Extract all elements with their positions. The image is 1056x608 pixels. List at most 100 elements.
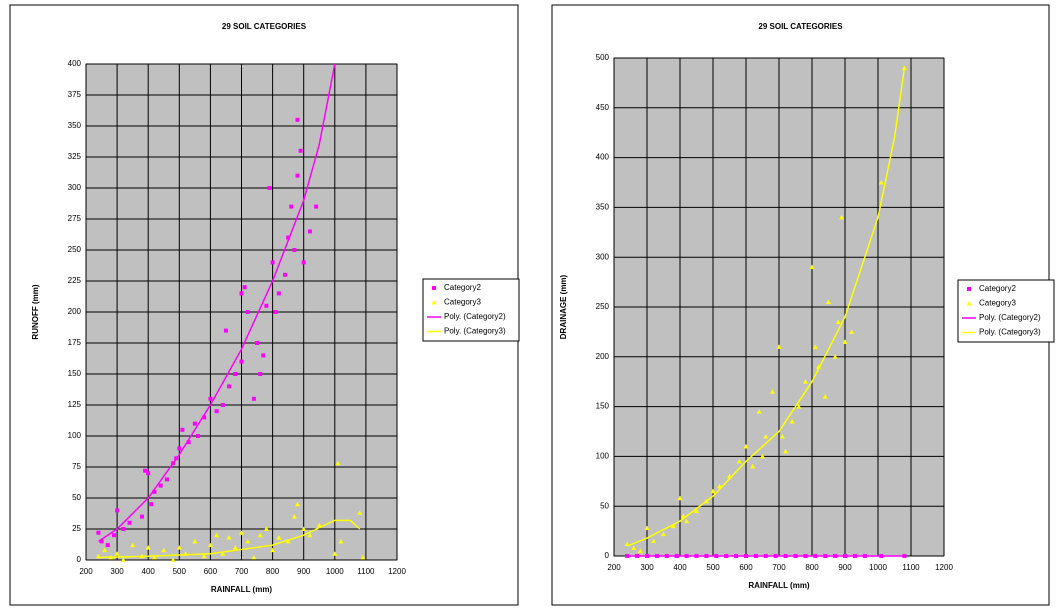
data-point <box>255 341 260 345</box>
data-point <box>637 548 643 554</box>
data-point <box>338 538 344 544</box>
x-tick-label: 1200 <box>388 567 406 576</box>
y-tick-label: 0 <box>77 555 82 564</box>
y-tick-label: 375 <box>68 90 82 99</box>
data-point <box>170 557 176 562</box>
y-tick-label: 150 <box>596 402 610 411</box>
y-tick-label: 325 <box>68 152 82 161</box>
data-point <box>316 522 322 528</box>
data-point <box>207 542 213 548</box>
trend-line <box>626 67 906 547</box>
x-tick-label: 500 <box>173 567 187 576</box>
data-point <box>202 415 207 420</box>
data-point <box>120 557 126 562</box>
data-point <box>301 526 307 531</box>
data-point <box>127 520 132 525</box>
data-point <box>242 285 247 290</box>
legend-label: Category2 <box>444 283 481 292</box>
data-point <box>152 489 157 494</box>
legend-swatch <box>966 301 972 306</box>
data-point <box>661 531 666 537</box>
data-point <box>227 384 232 389</box>
legend-swatch <box>432 286 436 290</box>
data-point <box>291 514 297 519</box>
legend-label: Poly. (Category2) <box>979 313 1041 322</box>
data-point <box>226 535 232 540</box>
data-point <box>776 344 782 349</box>
y-axis-label: RUNOFF (mm) <box>31 284 40 339</box>
data-point <box>223 328 228 333</box>
data-point <box>239 530 244 535</box>
y-tick-label: 200 <box>596 352 610 361</box>
data-point <box>177 446 182 451</box>
data-point <box>258 372 263 376</box>
data-point <box>835 319 841 324</box>
y-tick-label: 125 <box>68 400 82 409</box>
data-point <box>783 448 789 454</box>
data-point <box>901 65 907 70</box>
data-point <box>822 394 828 399</box>
data-point <box>105 543 110 548</box>
data-point <box>239 291 244 296</box>
y-tick-label: 0 <box>605 551 610 560</box>
legend-box <box>957 279 1055 343</box>
y-axis-label: DRAINAGE (mm) <box>559 274 568 339</box>
data-point <box>294 501 300 507</box>
data-point <box>276 535 282 540</box>
data-point <box>357 510 363 515</box>
data-point <box>286 235 291 240</box>
data-point <box>736 458 742 464</box>
y-tick-label: 350 <box>596 203 610 212</box>
data-point <box>146 471 151 476</box>
x-tick-label: 200 <box>79 567 93 576</box>
y-tick-label: 400 <box>68 59 82 68</box>
y-tick-label: 500 <box>596 53 610 62</box>
data-point <box>743 443 749 449</box>
x-axis-label: RAINFALL (mm) <box>211 585 273 594</box>
data-point <box>161 547 167 553</box>
y-tick-label: 50 <box>600 501 609 510</box>
x-tick-label: 1100 <box>902 563 920 572</box>
legend-label: Category3 <box>979 299 1016 308</box>
data-point <box>631 545 637 551</box>
data-point <box>96 530 101 535</box>
y-tick-label: 25 <box>72 524 81 533</box>
data-point <box>298 148 303 153</box>
data-point <box>270 260 275 265</box>
x-tick-label: 700 <box>772 563 786 572</box>
legend-label: Poly. (Category3) <box>979 328 1041 337</box>
x-tick-label: 1000 <box>869 563 887 572</box>
data-point <box>186 440 191 445</box>
x-tick-label: 300 <box>640 563 654 572</box>
x-tick-label: 900 <box>838 563 852 572</box>
y-tick-label: 275 <box>68 214 82 223</box>
data-point <box>285 538 291 544</box>
data-point <box>283 272 288 277</box>
data-point <box>651 538 657 544</box>
y-tick-label: 75 <box>72 462 81 471</box>
data-point <box>878 180 884 185</box>
x-tick-label: 600 <box>204 567 218 576</box>
trend-line <box>98 519 361 559</box>
chart-title: 29 SOIL CATEGORIES <box>758 22 843 31</box>
legend-label: Poly. (Category2) <box>444 312 506 321</box>
x-tick-label: 300 <box>110 567 124 576</box>
data-point <box>139 514 144 519</box>
data-point <box>710 488 716 494</box>
y-tick-label: 50 <box>72 493 81 502</box>
data-point <box>267 186 272 190</box>
data-point <box>270 547 276 553</box>
data-point <box>763 433 769 439</box>
data-point <box>796 404 802 409</box>
legend-swatch <box>431 300 437 305</box>
legend-box <box>422 278 520 342</box>
data-point <box>677 495 683 501</box>
data-point <box>832 354 838 359</box>
x-tick-label: 200 <box>607 563 621 572</box>
y-tick-label: 150 <box>68 369 82 378</box>
data-point <box>295 117 300 122</box>
data-point <box>180 427 185 432</box>
data-point <box>360 555 366 560</box>
data-point <box>164 477 169 482</box>
chart-title: 29 SOIL CATEGORIES <box>222 22 307 31</box>
